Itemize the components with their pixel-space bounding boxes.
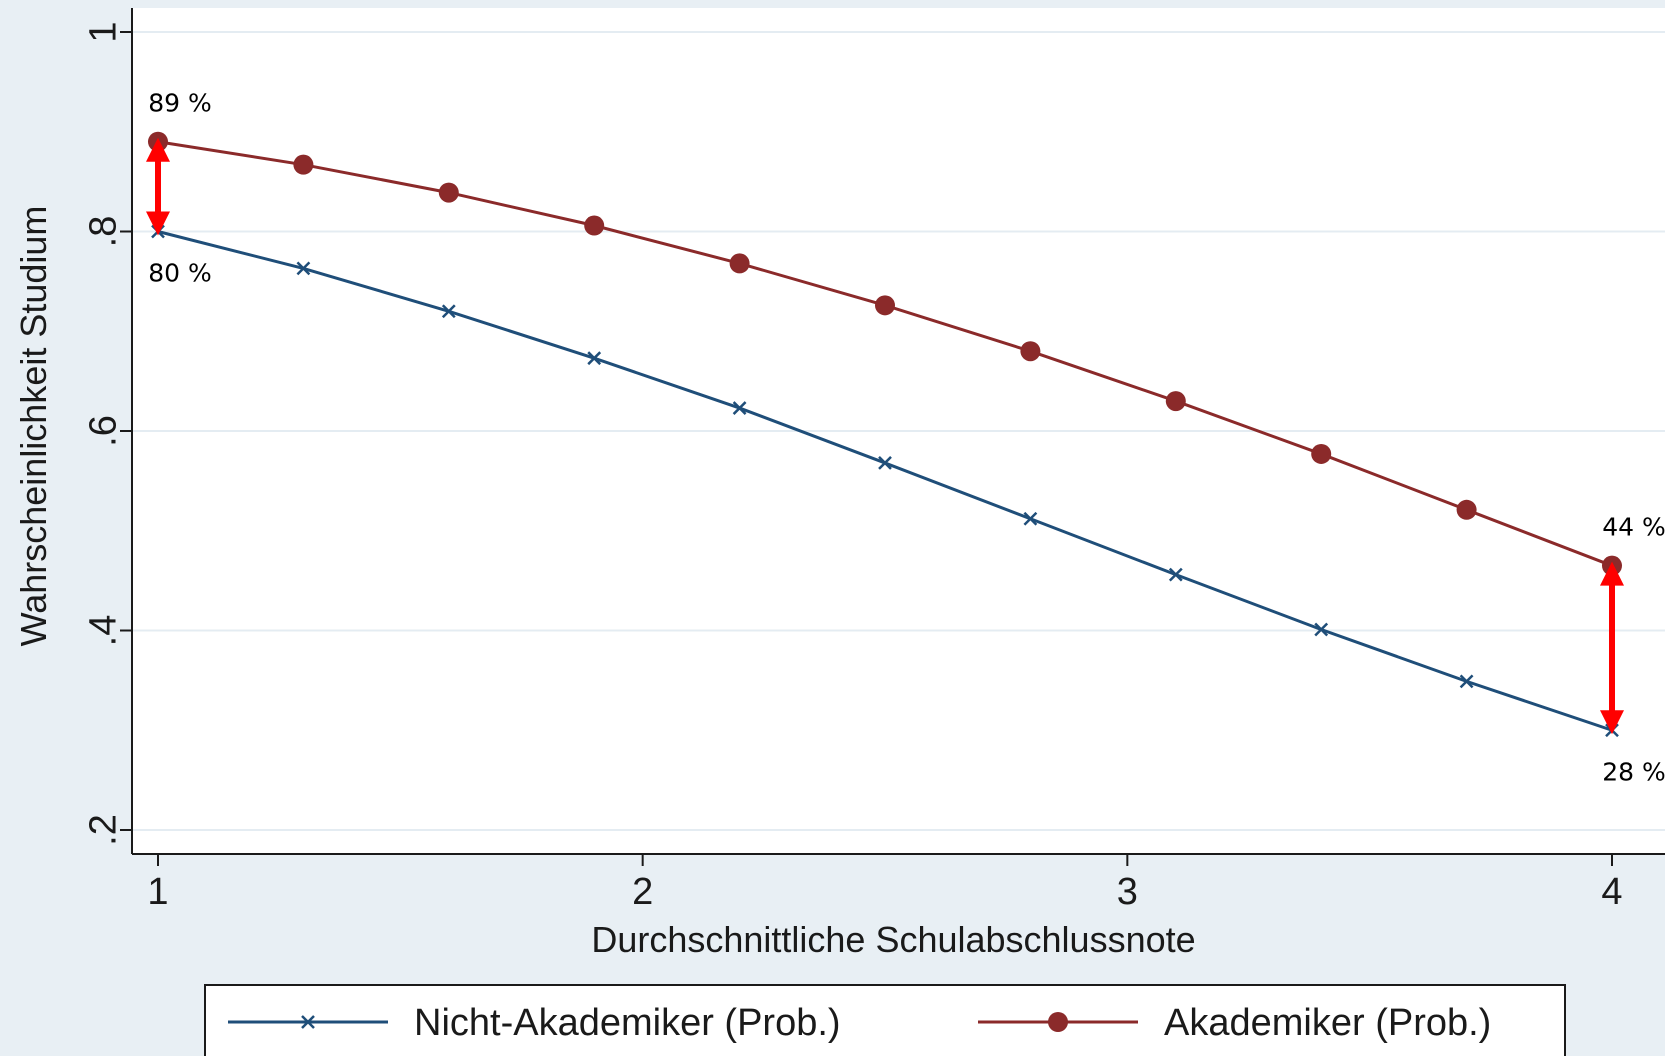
data-point-stroke (1023, 511, 1038, 526)
x-tick-label: 1 (147, 871, 168, 913)
y-tick-label: 1 (82, 21, 124, 42)
data-label: 80 % (148, 259, 212, 288)
data-point-stroke (441, 304, 456, 319)
legend-box (204, 984, 1566, 1056)
legend-label: Akademiker (Prob.) (1164, 1002, 1491, 1044)
series-0 (151, 224, 1619, 738)
legend-item: Akademiker (Prob.) (978, 1002, 1491, 1044)
data-point (1168, 567, 1183, 582)
data-point-stroke (878, 456, 892, 470)
data-point (732, 401, 747, 415)
data-point (878, 456, 892, 470)
x-axis-ticks: 1 2 3 4 (147, 854, 1623, 913)
data-point (441, 304, 456, 319)
arrow-head-up (146, 137, 170, 162)
legend: Nicht-Akademiker (Prob.) Akademiker (Prob… (204, 984, 1566, 1056)
data-point-stroke (296, 261, 311, 276)
legend-marker (1048, 1012, 1068, 1032)
data-point-stroke (1314, 622, 1329, 637)
y-tick-label: .6 (82, 415, 124, 447)
y-axis-title: Wahrscheinlichkeit Studium (13, 206, 54, 647)
data-point (875, 295, 895, 316)
data-point-stroke (732, 401, 747, 415)
data-point (1314, 622, 1329, 637)
data-point (1311, 443, 1332, 464)
legend-label: Nicht-Akademiker (Prob.) (414, 1002, 841, 1044)
x-tick-label: 4 (1601, 871, 1622, 913)
data-label: 28 % (1602, 757, 1665, 786)
arrow-head-up (1600, 561, 1624, 586)
legend-marker-stroke (301, 1015, 315, 1029)
data-point (293, 154, 314, 175)
gap-arrow (1600, 561, 1624, 735)
data-point (587, 351, 602, 366)
legend-item: Nicht-Akademiker (Prob.) (228, 1002, 841, 1044)
data-point-stroke (587, 351, 602, 366)
y-tick-label: .8 (82, 216, 124, 248)
x-tick-label: 3 (1117, 871, 1138, 913)
data-point (438, 182, 459, 203)
data-point-stroke (1168, 567, 1183, 582)
data-point-stroke (1459, 674, 1474, 689)
annotations: 89 % 80 % 44 % 28 % (148, 89, 1665, 787)
arrow-head-down (146, 211, 170, 236)
y-tick-label: .2 (82, 814, 124, 846)
data-point (1456, 499, 1477, 520)
y-tick-label: .4 (82, 615, 124, 647)
gap-arrow (146, 137, 170, 236)
data-point (1020, 341, 1041, 362)
data-point (296, 261, 311, 276)
data-point (1459, 674, 1474, 689)
gap-arrows (146, 137, 1624, 735)
data-label: 44 % (1602, 513, 1665, 542)
series-1 (148, 131, 1622, 576)
legend-marker (301, 1015, 315, 1029)
data-point (1023, 511, 1038, 526)
y-axis-ticks: .2 .4 .6 .8 1 (82, 21, 132, 846)
data-point (1165, 391, 1186, 412)
grid-lines (132, 31, 1665, 831)
data-label: 89 % (148, 89, 212, 118)
x-tick-label: 2 (632, 871, 653, 913)
x-axis-title: Durchschnittliche Schulabschlussnote (591, 919, 1195, 960)
arrow-head-down (1600, 710, 1624, 735)
series-layer (148, 131, 1622, 738)
data-point (729, 253, 750, 274)
data-point (584, 215, 605, 236)
